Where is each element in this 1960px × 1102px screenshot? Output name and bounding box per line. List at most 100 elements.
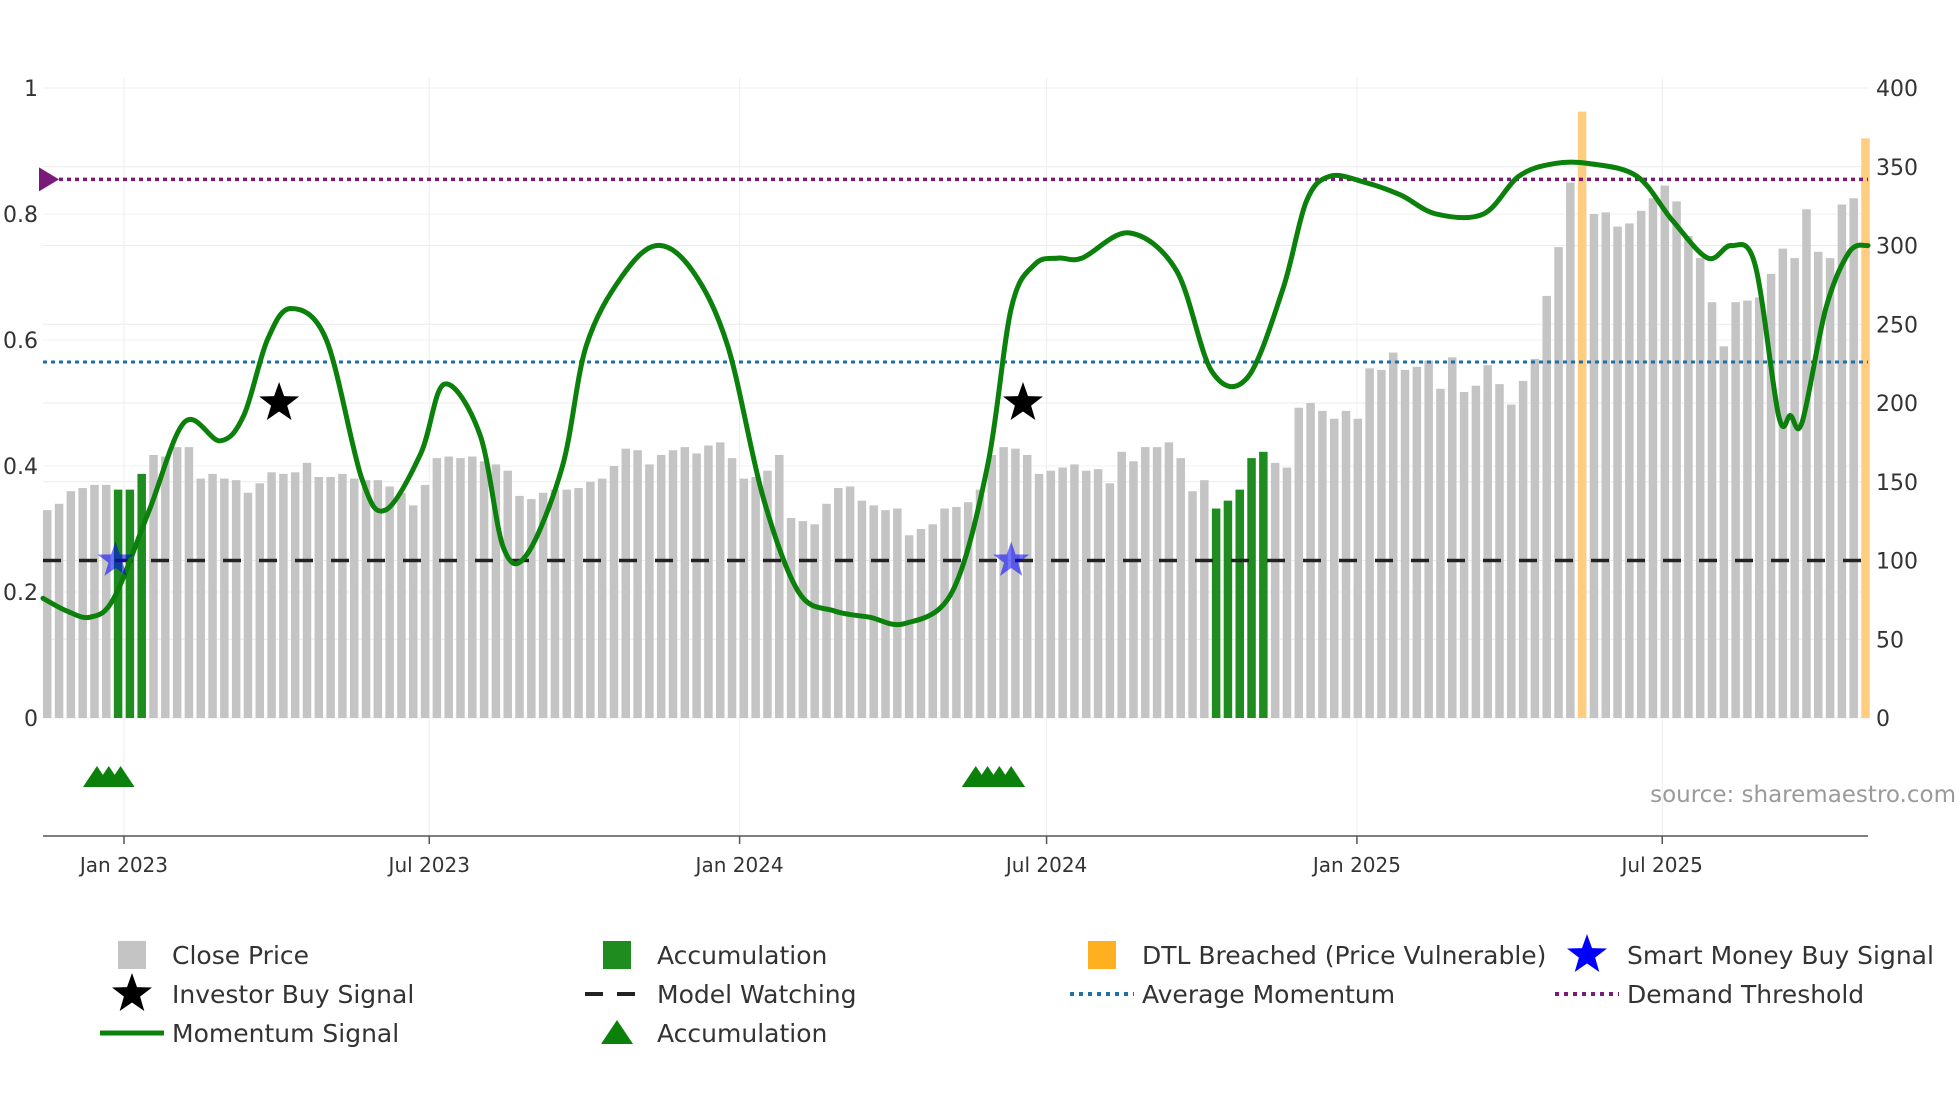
close-price-bar	[1318, 410, 1327, 718]
close-price-bar	[621, 448, 631, 718]
close-price-bar	[1766, 273, 1776, 718]
legend-swatch	[603, 941, 631, 969]
legend-triangle	[601, 1020, 633, 1044]
close-price-bar	[550, 489, 560, 718]
x-tick-label: Jul 2024	[1004, 853, 1087, 877]
close-price-bar	[987, 454, 997, 718]
left-tick-label: 0.4	[3, 455, 38, 480]
close-price-bar	[279, 473, 288, 718]
source-note: source: sharemaestro.com	[1650, 782, 1956, 808]
close-price-bar	[727, 458, 737, 718]
accumulation-bar	[125, 489, 135, 718]
close-price-bar	[1070, 464, 1079, 718]
close-price-bar	[1400, 369, 1410, 718]
close-price-bar	[940, 508, 949, 718]
accumulation-triangle	[106, 766, 135, 787]
right-tick-label: 300	[1876, 235, 1918, 260]
legend-label: Investor Buy Signal	[172, 980, 414, 1009]
close-price-bar	[1459, 391, 1469, 718]
close-price-bar	[196, 478, 205, 718]
close-price-bar	[763, 470, 772, 718]
close-price-bar	[1778, 248, 1788, 718]
close-price-bar	[255, 483, 265, 718]
close-price-bar	[338, 473, 347, 718]
close-price-bar	[90, 484, 99, 718]
close-price-bar	[1129, 461, 1138, 718]
close-price-bar	[172, 447, 182, 718]
legend-item: Average Momentum	[1070, 980, 1395, 1009]
close-price-bar	[1814, 251, 1823, 719]
right-tick-label: 400	[1876, 77, 1918, 102]
close-price-bar	[1353, 418, 1363, 718]
close-price-bar	[1294, 407, 1304, 718]
close-price-bar	[597, 478, 607, 718]
close-price-bar	[881, 510, 890, 718]
close-price-bar	[1483, 365, 1492, 718]
close-price-bar	[78, 488, 87, 718]
accumulation-bar	[113, 489, 123, 718]
close-price-bar	[562, 489, 572, 718]
close-price-bar	[1554, 247, 1563, 718]
close-price-bar	[1802, 209, 1811, 718]
close-price-bar	[409, 505, 418, 718]
close-price-bar	[243, 492, 253, 718]
close-price-bar	[1341, 410, 1351, 718]
close-price-bar	[1011, 448, 1020, 718]
close-price-bar	[1093, 469, 1103, 718]
close-price-bar	[916, 529, 926, 718]
gridlines	[43, 78, 1868, 836]
close-price-bar	[680, 447, 690, 718]
close-price-bar	[656, 454, 666, 718]
right-tick-label: 0	[1876, 707, 1890, 732]
close-price-bar	[1377, 369, 1386, 718]
momentum-signal-line	[40, 159, 1871, 628]
close-price-bar	[1566, 182, 1575, 718]
close-price-bar	[1448, 357, 1457, 718]
close-price-bar	[1684, 236, 1693, 719]
close-price-bar	[1022, 454, 1032, 718]
x-tick-label: Jan 2025	[1311, 853, 1401, 877]
close-price-bar	[397, 492, 406, 718]
close-price-bar	[1695, 258, 1705, 718]
legend-label: Accumulation	[657, 941, 827, 970]
close-price-bar	[1495, 384, 1504, 718]
right-tick-label: 50	[1876, 628, 1904, 653]
close-price-bar	[1424, 360, 1433, 718]
close-price-bar	[1636, 210, 1646, 718]
close-price-bar	[1105, 483, 1115, 718]
close-price-bar	[1731, 302, 1740, 718]
legend-label: Demand Threshold	[1627, 980, 1864, 1009]
close-price-bar	[456, 458, 465, 718]
close-price-bar	[1200, 480, 1209, 718]
right-tick-label: 150	[1876, 471, 1918, 496]
close-price-bar	[845, 486, 855, 718]
legend-item: Model Watching	[585, 980, 857, 1009]
close-price-bar	[1613, 226, 1622, 718]
close-price-bar	[1176, 458, 1185, 718]
close-price-bar	[1164, 442, 1174, 718]
close-price-bar	[739, 478, 749, 718]
legend-item: Investor Buy Signal	[112, 973, 414, 1011]
right-tick-label: 350	[1876, 156, 1918, 181]
right-tick-label: 250	[1876, 313, 1918, 338]
close-price-bar	[1082, 470, 1091, 718]
close-price-bar	[468, 456, 477, 718]
smart-money-star	[97, 541, 134, 576]
close-price-bar	[952, 506, 961, 718]
close-price-bar	[149, 454, 158, 718]
close-price-bar	[869, 505, 878, 718]
close-price-bar	[1388, 352, 1398, 718]
accumulation-bar	[1235, 489, 1244, 718]
x-tick-label: Jan 2023	[78, 853, 168, 877]
accumulation-bar	[1211, 508, 1221, 718]
accumulation-bar	[1223, 500, 1233, 718]
close-price-bar	[1589, 214, 1599, 718]
right-tick-label: 200	[1876, 392, 1918, 417]
investor-buy-star	[259, 382, 300, 420]
signal-lines	[39, 159, 1871, 628]
close-price-bar	[715, 442, 725, 718]
close-price-bar	[1329, 418, 1339, 718]
legend-label: Accumulation	[657, 1019, 827, 1048]
legend-item: DTL Breached (Price Vulnerable)	[1088, 941, 1546, 970]
